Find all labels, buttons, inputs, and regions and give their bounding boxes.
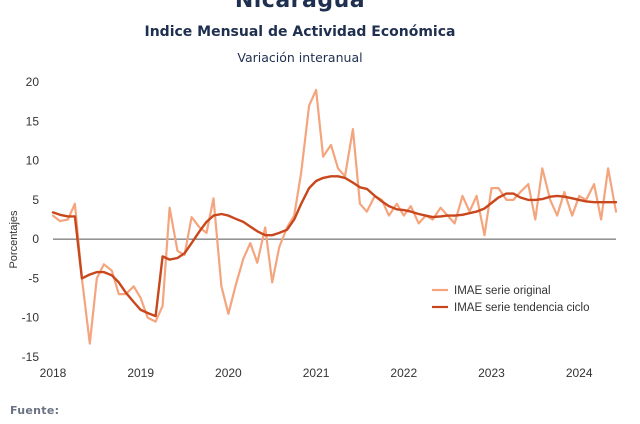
y-tick-label: 0 xyxy=(32,232,39,246)
y-tick-label: 15 xyxy=(26,114,40,128)
x-tick-label: 2018 xyxy=(40,366,67,380)
chart-lines xyxy=(51,88,618,345)
legend-label: IMAE serie original xyxy=(454,285,551,297)
chart-legend: IMAE serie original IMAE serie tendencia … xyxy=(432,285,590,314)
legend-label: IMAE serie tendencia ciclo xyxy=(454,302,590,314)
chart-axes: -15 -10 -5 0 5 10 15 20 2018 2019 2020 2021 2022 2023… xyxy=(8,75,616,380)
chart-subsubtitle: Variación interanual xyxy=(237,50,363,65)
x-tick-label: 2020 xyxy=(215,366,242,380)
chart-subtitle: Indice Mensual de Actividad Económica xyxy=(144,24,456,40)
chart-title: Nicaragua xyxy=(234,0,366,13)
source-label: Fuente: xyxy=(10,404,60,417)
y-tick-label: 20 xyxy=(26,75,40,89)
x-tick-label: 2022 xyxy=(390,366,417,380)
y-tick-label: 10 xyxy=(26,154,40,168)
original-series-line xyxy=(51,88,618,345)
x-tick-label: 2024 xyxy=(566,366,593,380)
y-tick-label: 5 xyxy=(32,193,39,207)
x-tick-label: 2019 xyxy=(127,366,154,380)
x-tick-label: 2021 xyxy=(303,366,330,380)
trend-series-line xyxy=(51,175,618,318)
y-tick-label: -10 xyxy=(22,311,40,325)
y-axis-label: Porcentajes xyxy=(8,210,20,269)
x-tick-label: 2023 xyxy=(478,366,505,380)
y-tick-label: -5 xyxy=(28,271,39,285)
y-tick-label: -15 xyxy=(22,350,40,364)
